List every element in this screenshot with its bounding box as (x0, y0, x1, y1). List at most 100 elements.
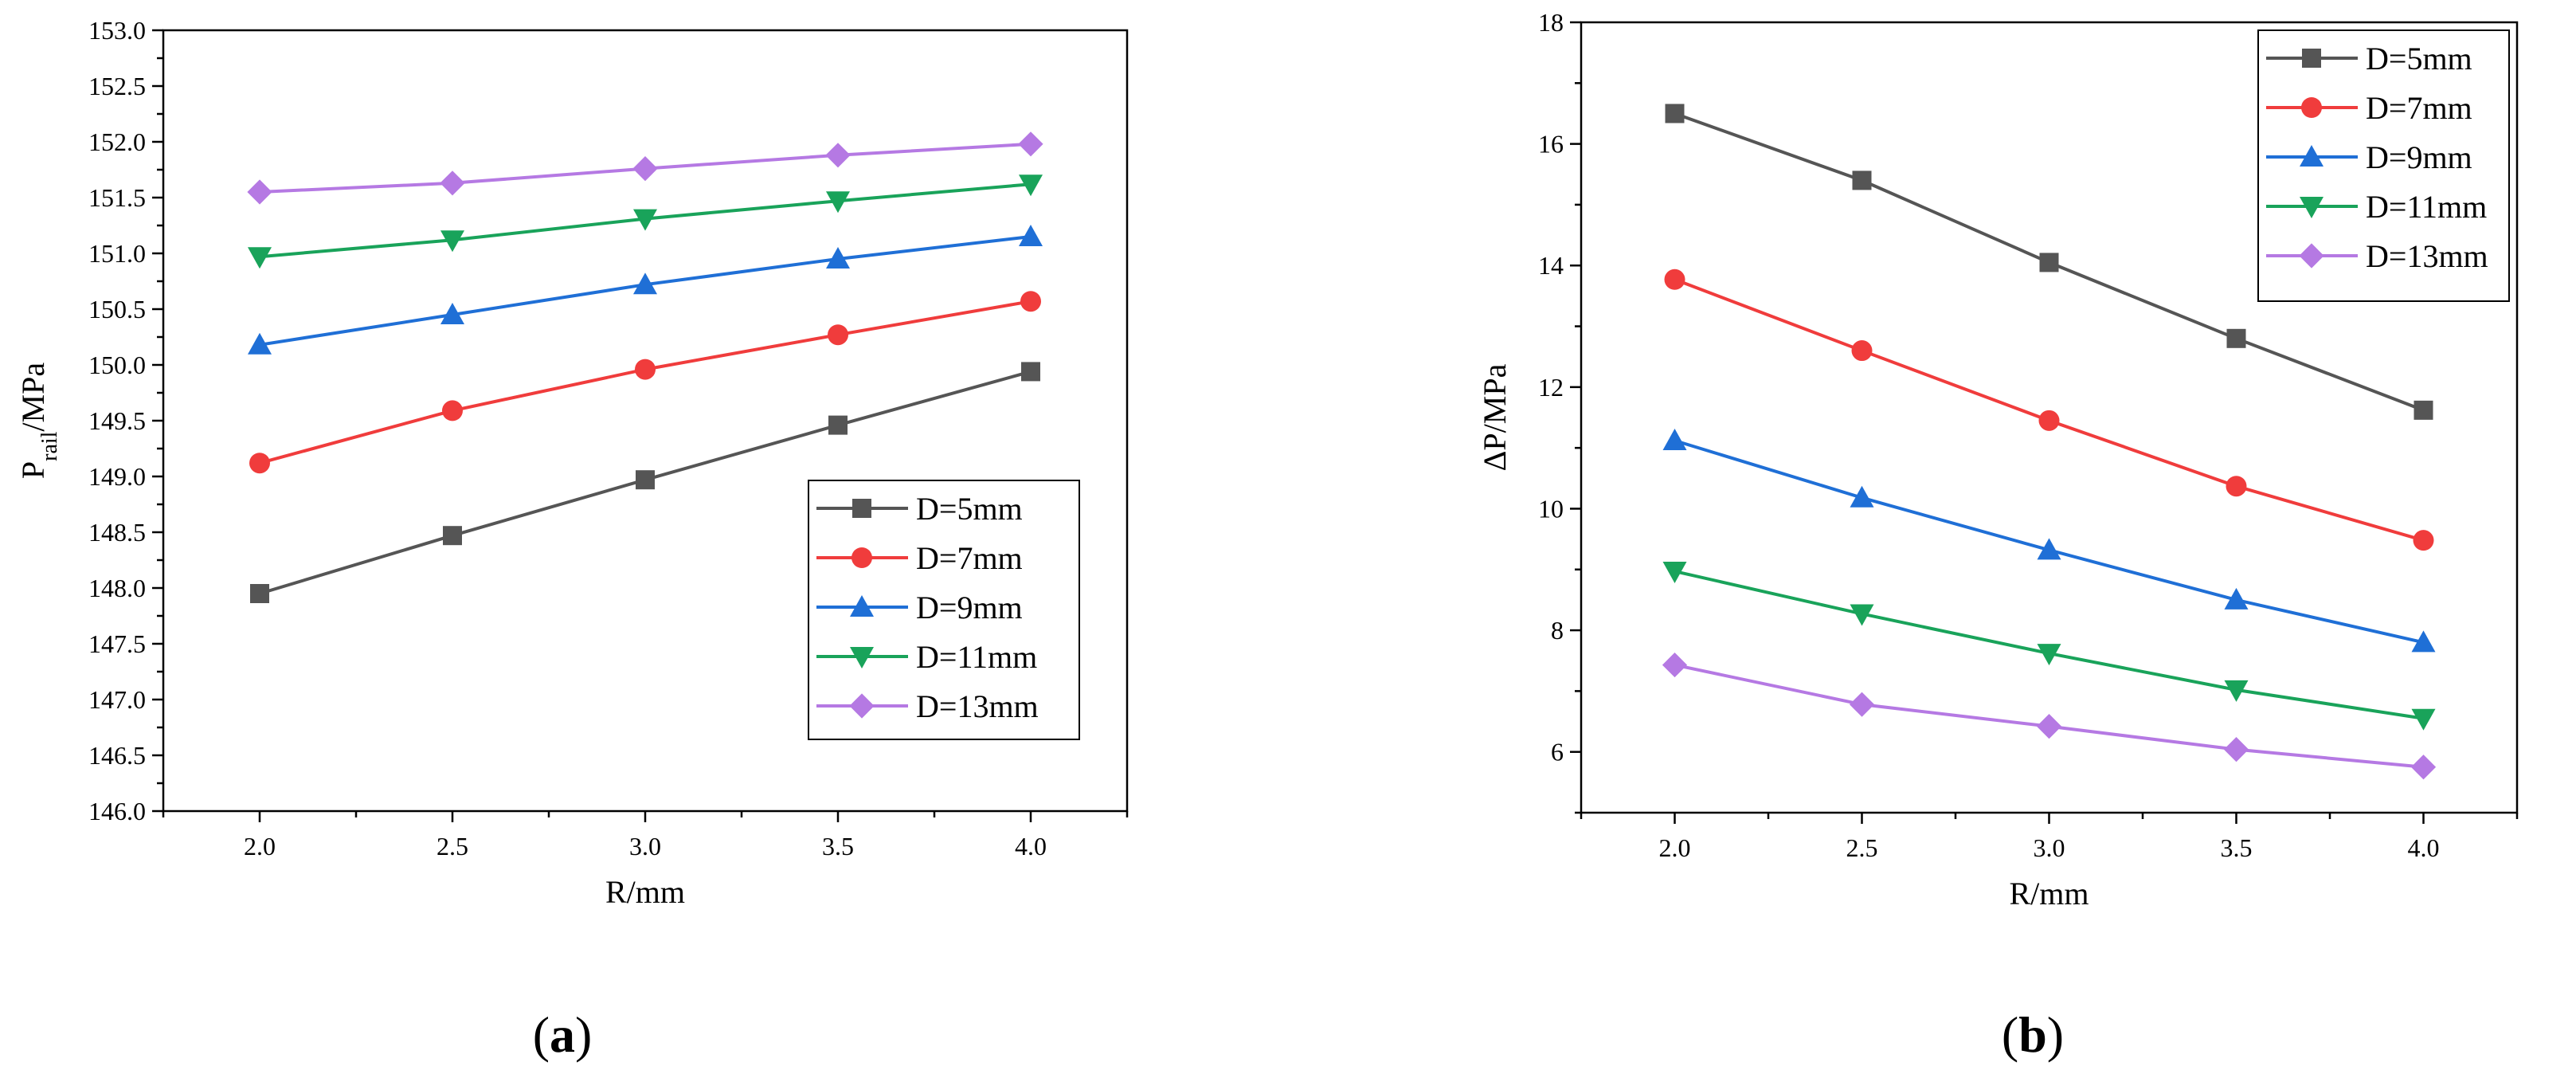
chart-b-data-point (1852, 171, 1872, 190)
panel-label-b: (b) (2002, 1006, 2064, 1063)
chart-b-data-point (1849, 692, 1875, 717)
chart-a-data-point (250, 584, 269, 603)
chart-a-data-point (440, 171, 465, 196)
chart-b-data-point (1850, 604, 1874, 626)
chart-b-y-axis-label-main: ΔP/MPa (1477, 363, 1513, 471)
chart-b-series-2 (1662, 428, 2436, 653)
chart-a-x-tick-label: 3.5 (822, 832, 854, 860)
chart-a-data-point (636, 470, 655, 490)
chart-a-legend-label: D=11mm (916, 639, 1037, 675)
chart-b-legend-swatch-marker (2300, 145, 2323, 167)
chart-b-data-point (2039, 253, 2059, 272)
chart-b-data-point (2413, 530, 2434, 551)
chart-a-data-point (1019, 174, 1043, 197)
chart-b-data-point (1662, 562, 1687, 584)
chart-b-legend: D=5mm D=7mm D=9mm D=11mm D=13mm (2257, 29, 2510, 302)
chart-a-x-tick-label: 2.5 (437, 832, 468, 860)
chart-a-y-tick-label: 146.0 (88, 797, 146, 825)
chart-a-data-point (443, 526, 462, 546)
chart-a-y-tick-label: 152.0 (88, 127, 146, 156)
chart-a-data-point (633, 272, 657, 295)
chart-a-legend-swatch-marker (852, 499, 871, 518)
chart-a-y-tick-label: 151.0 (88, 239, 146, 268)
chart-a-data-point (247, 179, 272, 205)
chart-a-y-axis-label: Prail/MPa (15, 363, 62, 479)
chart-b-data-point (2224, 680, 2249, 702)
panel-label-a: (a) (533, 1006, 593, 1063)
chart-a-legend-swatch-marker (850, 595, 874, 617)
chart-a-y-tick-label: 150.0 (88, 351, 146, 379)
chart-b-series-1 (1664, 269, 2434, 551)
chart-a-legend-item: D=5mm (816, 491, 1023, 527)
chart-a-legend-item: D=13mm (816, 688, 1039, 724)
chart-b-y-tick-label: 16 (1538, 130, 1564, 159)
chart-a-data-point (632, 156, 658, 182)
chart-a-data-point (440, 230, 464, 253)
chart-a-data-point (826, 191, 850, 214)
chart-a-data-point (828, 324, 848, 346)
chart-b-legend-item: D=11mm (2266, 189, 2487, 225)
chart-a-y-tick-label: 148.0 (88, 574, 146, 602)
chart-b-legend-label: D=11mm (2366, 189, 2487, 225)
chart-b-data-point (1665, 104, 1685, 123)
chart-b-legend-swatch-marker (2299, 243, 2324, 269)
chart-a-series-4 (247, 131, 1043, 205)
chart-b-y-tick-label: 18 (1538, 8, 1564, 37)
chart-b-data-point (2224, 587, 2249, 610)
chart-a-y-tick-label: 148.5 (88, 518, 146, 547)
chart-a-y-tick-label: 151.5 (88, 183, 146, 212)
chart-a-data-point (249, 453, 270, 474)
chart-a-x-tick-label: 2.0 (244, 832, 276, 860)
chart-b-y-tick-label: 14 (1538, 251, 1564, 280)
chart-b-legend-swatch-marker (2301, 97, 2322, 118)
chart-b-legend-item: D=9mm (2266, 139, 2472, 175)
chart-b-legend-item: D=5mm (2266, 41, 2472, 76)
chart-b-y-tick-label: 6 (1551, 738, 1564, 766)
chart-a-legend-label: D=5mm (916, 491, 1023, 527)
chart-a-series-0 (250, 362, 1040, 603)
chart-b-legend-label: D=9mm (2366, 139, 2472, 175)
chart-a-data-point (635, 359, 656, 380)
chart-a-data-point (826, 247, 850, 269)
chart-a-legend-item: D=7mm (816, 540, 1023, 576)
chart-a-y-tick-label: 147.0 (88, 685, 146, 714)
chart-b-data-point (1662, 652, 1688, 678)
chart-b-series-0 (1665, 104, 2433, 420)
chart-a-x-tick-label: 4.0 (1015, 832, 1047, 860)
chart-b-data-point (2223, 737, 2249, 762)
chart-b-series-4 (1662, 652, 2437, 780)
chart-a-legend-label: D=13mm (916, 688, 1039, 724)
chart-b-data-point (2411, 630, 2436, 653)
chart-b-x-axis-label: R/mm (2009, 876, 2089, 911)
chart-a-x-axis-label: R/mm (605, 874, 685, 910)
chart-b-data-point (1664, 269, 1685, 290)
chart-a-legend-swatch-marker (850, 647, 874, 668)
chart-a-data-point (248, 247, 272, 269)
chart-b-legend-swatch-marker (2300, 197, 2323, 218)
chart-a-data-point (248, 332, 272, 355)
chart-b-data-point (2037, 538, 2061, 560)
chart-b-data-point (2411, 708, 2436, 731)
chart-a-y-tick-label: 153.0 (88, 16, 146, 45)
chart-a-y-tick-label: 147.5 (88, 629, 146, 658)
chart-a-legend-item: D=11mm (816, 639, 1037, 675)
chart-a-y-tick-label: 149.0 (88, 462, 146, 491)
chart-a-legend-label: D=7mm (916, 540, 1023, 576)
chart-a-legend: D=5mm D=7mm D=9mm D=11mm D=13mm (808, 480, 1080, 740)
chart-a-y-tick-label: 150.5 (88, 295, 146, 323)
chart-b-legend-label: D=5mm (2366, 41, 2472, 76)
chart-a-y-tick-label: 146.5 (88, 741, 146, 770)
chart-b-data-point (2414, 400, 2433, 420)
chart-b-legend-item: D=13mm (2266, 238, 2488, 274)
chart-b-x-tick-label: 3.0 (2034, 833, 2065, 862)
chart-b: 2.0 2.5 3.0 3.5 4.0 6 8 10 12 14 16 18 R/mm ΔP/MPa D=5… (1477, 8, 2519, 911)
chart-a-y-axis-label-sub: rail (37, 431, 62, 461)
chart-a: 2.0 2.5 3.0 3.5 4.0 146.0 146.5 147.0 147.5 148.0… (15, 16, 1129, 910)
chart-a-data-point (1021, 362, 1040, 382)
chart-a-y-tick-label: 149.5 (88, 406, 146, 435)
chart-b-y-tick-label: 12 (1538, 373, 1564, 402)
chart-a-series-1 (249, 291, 1041, 474)
chart-a-data-point (1018, 131, 1043, 157)
chart-a-y-axis-label-tail: /MPa (15, 363, 51, 432)
chart-b-legend-swatch-marker (2302, 49, 2321, 68)
